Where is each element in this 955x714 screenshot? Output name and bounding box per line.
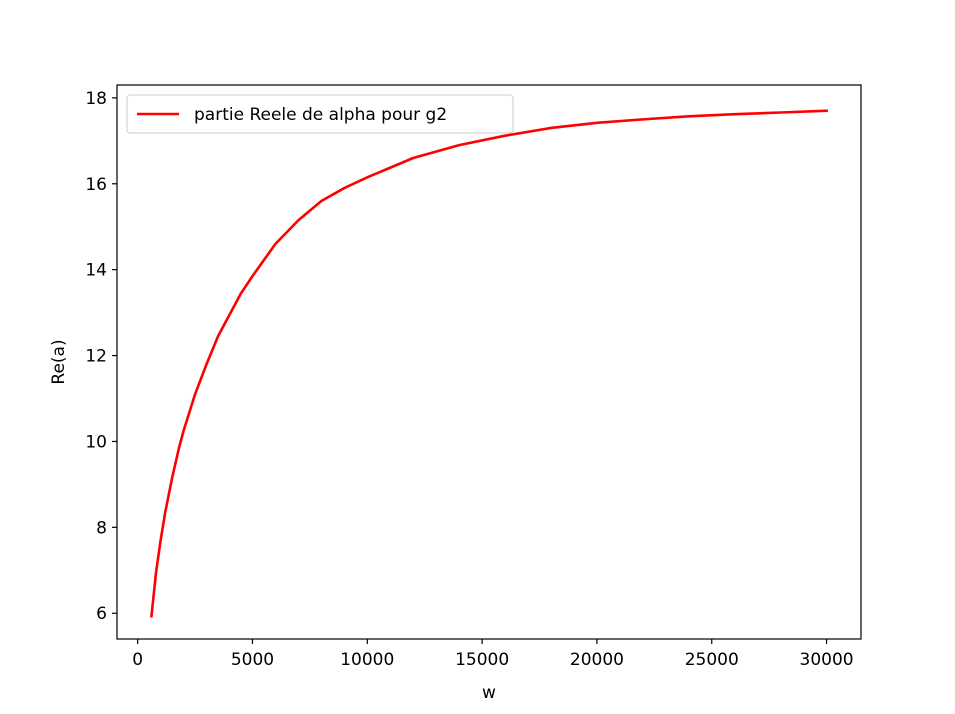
plot-area [150, 109, 828, 618]
x-tick-label: 30000 [800, 650, 854, 670]
y-tick-label: 12 [85, 347, 107, 367]
axes: 0 5000 10000 15000 20000 25000 30000 6 8 10 12 14 16… [85, 84, 862, 670]
y-tick-label: 16 [85, 175, 107, 195]
x-tick-label: 10000 [340, 650, 394, 670]
y-tick-label: 14 [85, 261, 107, 281]
x-tick-label: 5000 [231, 650, 274, 670]
x-axis-label: w [482, 683, 496, 703]
y-tick-label: 6 [96, 604, 107, 624]
series-line-0 [150, 109, 828, 618]
y-axis-label: Re(a) [49, 339, 69, 384]
y-tick-label: 8 [96, 518, 107, 538]
legend: partie Reele de alpha pour g2 [126, 94, 514, 134]
y-tick-label: 10 [85, 432, 107, 452]
x-tick-label: 15000 [455, 650, 509, 670]
x-tick-label: 25000 [685, 650, 739, 670]
x-tick-label: 20000 [570, 650, 624, 670]
y-tick-label: 18 [85, 89, 107, 109]
legend-entry: partie Reele de alpha pour g2 [194, 105, 447, 125]
axes-frame [116, 84, 862, 640]
x-tick-label: 0 [132, 650, 143, 670]
legend-box [126, 94, 514, 134]
